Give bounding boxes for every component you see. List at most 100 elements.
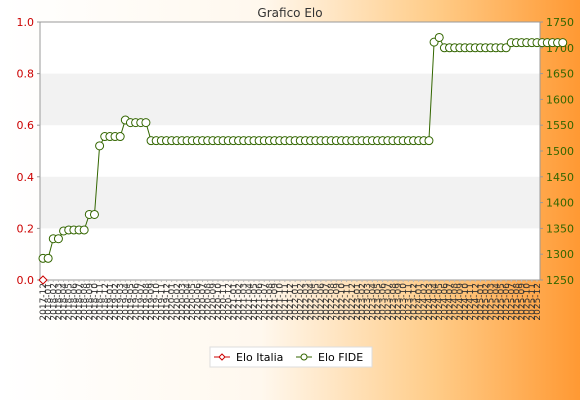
x-tick-label: 2022-01 (291, 283, 301, 321)
x-tick-label: 2024-05 (435, 283, 445, 321)
x-tick-label: 2021-10 (276, 283, 286, 321)
x-tick-label: 2025-10 (523, 283, 533, 321)
x-tick-label: 2019-01 (106, 283, 116, 321)
x-tick-label: 2022-09 (332, 283, 342, 321)
x-tick-label: 2019-06 (132, 283, 142, 321)
x-tick-label: 2021-01 (229, 283, 239, 321)
x-tick-label: 2021-07 (260, 283, 270, 321)
data-point (53, 234, 63, 244)
x-tick-label: 2018-01 (44, 283, 54, 321)
x-tick-label: 2019-08 (142, 283, 152, 321)
x-tick-label: 2022-03 (301, 283, 311, 321)
x-tick-label: 2025-09 (518, 283, 528, 321)
legend-label: Elo Italia (236, 351, 283, 364)
x-tick-label: 2023-10 (399, 283, 409, 321)
x-tick-label: 2021-12 (286, 283, 296, 321)
x-tick-label: 2024-08 (451, 283, 461, 321)
x-tick-label: 2022-07 (322, 283, 332, 321)
x-tick-label: 2019-11 (157, 283, 167, 321)
x-tick-label: 2018-05 (65, 283, 75, 321)
x-tick-label: 2025-08 (512, 283, 522, 321)
x-tick-label: 2021-05 (250, 283, 260, 321)
x-tick-label: 2023-12 (410, 283, 420, 321)
x-tick-label: 2023-04 (368, 283, 378, 321)
data-point (424, 136, 434, 146)
data-point (115, 132, 125, 142)
x-tick-label: 2024-03 (425, 283, 435, 321)
x-tick-label: 2023-01 (353, 283, 363, 321)
x-tick-label: 2020-01 (168, 283, 178, 321)
x-tick-label: 2021-04 (245, 283, 255, 321)
data-point (434, 32, 444, 42)
x-tick-label: 2020-03 (178, 283, 188, 321)
x-tick-label: 2023-02 (358, 283, 368, 321)
x-tick-label: 2022-04 (307, 283, 317, 321)
x-tick-label: 2020-07 (199, 283, 209, 321)
x-tick-label: 2019-09 (147, 283, 157, 321)
x-tick-label: 2022-05 (312, 283, 322, 321)
x-tick-label: 2019-02 (111, 283, 121, 321)
x-tick-label: 2023-11 (404, 283, 414, 321)
right-tick-label: 1600 (546, 93, 574, 106)
x-tick-label: 2021-06 (255, 283, 265, 321)
data-point (89, 209, 99, 219)
x-tick-label: 2018-08 (80, 283, 90, 321)
x-tick-label: 2019-10 (152, 283, 162, 321)
x-tick-label: 2023-05 (373, 283, 383, 321)
right-tick-label: 1250 (546, 274, 574, 287)
x-tick-label: 2021-08 (265, 283, 275, 321)
series-group (38, 32, 568, 285)
x-tick-label: 2021-02 (235, 283, 245, 321)
x-tick-label: 2023-07 (384, 283, 394, 321)
x-tick-label: 2021-03 (240, 283, 250, 321)
x-tick-label: 2018-02 (49, 283, 59, 321)
x-tick-label: 2018-11 (96, 283, 106, 321)
x-tick-label: 2021-09 (271, 283, 281, 321)
right-tick-label: 1500 (546, 145, 574, 158)
x-tick-label: 2025-01 (476, 283, 486, 321)
x-tick-label: 2020-04 (183, 283, 193, 321)
x-tick-label: 2023-06 (379, 283, 389, 321)
plot-background (40, 22, 540, 280)
plot-area (39, 21, 541, 281)
x-tick-label: 2017-12 (39, 283, 49, 321)
x-tick-label: 2019-05 (126, 283, 136, 321)
x-tick-label: 2025-04 (492, 283, 502, 321)
left-tick-label: 0.2 (17, 222, 35, 235)
x-tick-label: 2024-02 (420, 283, 430, 321)
x-tick-label: 2018-04 (60, 283, 70, 321)
x-tick-label: 2023-03 (363, 283, 373, 321)
right-tick-label: 1750 (546, 16, 574, 29)
legend-marker (300, 353, 308, 361)
data-point (141, 118, 151, 128)
x-tick-label: 2022-11 (343, 283, 353, 321)
right-tick-label: 1650 (546, 68, 574, 81)
x-tick-label: 2022-06 (317, 283, 327, 321)
data-point (79, 225, 89, 235)
x-tick-label: 2020-06 (193, 283, 203, 321)
right-tick-label: 1300 (546, 248, 574, 261)
x-tick-label: 2024-07 (446, 283, 456, 321)
left-tick-label: 0.4 (17, 171, 35, 184)
left-tick-label: 0.6 (17, 119, 35, 132)
x-tick-label: 2025-05 (497, 283, 507, 321)
x-tick-label: 2019-03 (116, 283, 126, 321)
legend-label: Elo FIDE (318, 351, 363, 364)
grid-band (40, 176, 540, 229)
grid-band (40, 73, 540, 126)
right-tick-label: 1550 (546, 119, 574, 132)
x-tick-label: 2025-06 (502, 283, 512, 321)
x-tick-label: 2024-09 (456, 283, 466, 321)
x-tick-label: 2022-12 (348, 283, 358, 321)
x-tick-label: 2024-04 (430, 283, 440, 321)
x-tick-label: 2024-11 (466, 283, 476, 321)
legend-marker (218, 353, 226, 361)
x-tick-label: 2020-05 (188, 283, 198, 321)
right-tick-label: 1350 (546, 222, 574, 235)
x-tick-label: 2018-09 (85, 283, 95, 321)
x-tick-label: 2018-03 (54, 283, 64, 321)
x-tick-label: 2022-08 (327, 283, 337, 321)
x-tick-label: 2020-11 (219, 283, 229, 321)
x-tick-label: 2023-08 (389, 283, 399, 321)
